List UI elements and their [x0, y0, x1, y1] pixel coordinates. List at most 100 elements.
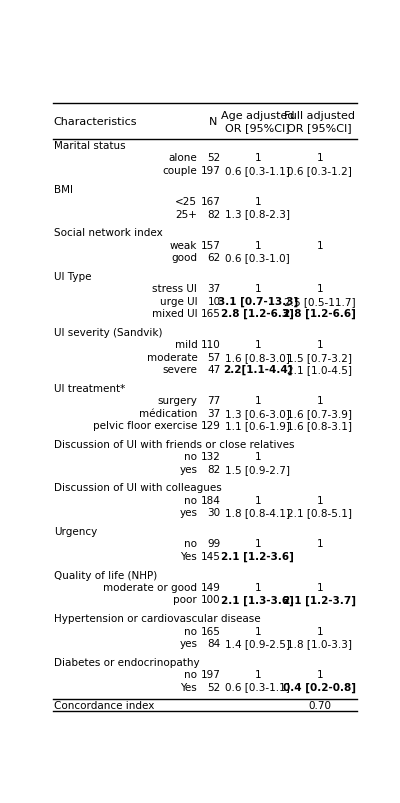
Text: Full adjusted
OR [95%CI]: Full adjusted OR [95%CI]: [284, 111, 355, 133]
Text: 57: 57: [207, 353, 220, 362]
Text: yes: yes: [179, 638, 197, 648]
Text: 2.1 [0.8-5.1]: 2.1 [0.8-5.1]: [287, 507, 352, 518]
Text: 25+: 25+: [175, 210, 197, 219]
Text: 10: 10: [207, 296, 220, 306]
Text: 99: 99: [207, 539, 220, 548]
Text: médication: médication: [139, 408, 197, 418]
Text: 1.8 [0.8-4.1]: 1.8 [0.8-4.1]: [225, 507, 290, 518]
Text: severe: severe: [162, 365, 197, 375]
Text: 52: 52: [207, 682, 220, 691]
Text: Yes: Yes: [180, 551, 197, 561]
Text: 0.6 [0.3-1.1]: 0.6 [0.3-1.1]: [225, 165, 290, 176]
Text: 77: 77: [207, 396, 220, 406]
Text: alone: alone: [168, 153, 197, 163]
Text: 82: 82: [207, 210, 220, 219]
Text: 157: 157: [201, 240, 220, 251]
Text: 1: 1: [316, 495, 323, 505]
Text: 2.1 [1.2-3.6]: 2.1 [1.2-3.6]: [221, 551, 294, 561]
Text: 1: 1: [254, 626, 261, 636]
Text: 3.1 [0.7-13.3]: 3.1 [0.7-13.3]: [218, 296, 298, 307]
Text: mixed UI: mixed UI: [152, 308, 197, 319]
Text: no: no: [184, 452, 197, 462]
Text: 2.1 [1.3-3.6]: 2.1 [1.3-3.6]: [221, 594, 294, 605]
Text: 1: 1: [254, 582, 261, 593]
Text: Discussion of UI with friends or close relatives: Discussion of UI with friends or close r…: [54, 439, 294, 449]
Text: <25: <25: [175, 197, 197, 207]
Text: BMI: BMI: [54, 185, 73, 194]
Text: 1: 1: [316, 539, 323, 548]
Text: 167: 167: [201, 197, 220, 207]
Text: 1: 1: [254, 669, 261, 679]
Text: 1: 1: [316, 582, 323, 593]
Text: 84: 84: [207, 638, 220, 648]
Text: moderate or good: moderate or good: [103, 582, 197, 593]
Text: 110: 110: [201, 340, 220, 350]
Text: 2.1 [1.2-3.7]: 2.1 [1.2-3.7]: [283, 594, 356, 605]
Text: Discussion of UI with colleagues: Discussion of UI with colleagues: [54, 483, 222, 493]
Text: UI treatment*: UI treatment*: [54, 383, 125, 393]
Text: 0.6 [0.3-1.1]: 0.6 [0.3-1.1]: [225, 682, 290, 691]
Text: Marital status: Marital status: [54, 141, 125, 151]
Text: 145: 145: [201, 551, 220, 561]
Text: pelvic floor exercise: pelvic floor exercise: [93, 421, 197, 430]
Text: 1: 1: [316, 153, 323, 163]
Text: 165: 165: [201, 308, 220, 319]
Text: surgery: surgery: [157, 396, 197, 406]
Text: 1: 1: [316, 396, 323, 406]
Text: no: no: [184, 669, 197, 679]
Text: 149: 149: [201, 582, 220, 593]
Text: 1.5 [0.9-2.7]: 1.5 [0.9-2.7]: [225, 464, 290, 474]
Text: 1: 1: [254, 240, 261, 251]
Text: 82: 82: [207, 464, 220, 474]
Text: Hypertension or cardiovascular disease: Hypertension or cardiovascular disease: [54, 613, 260, 623]
Text: mild: mild: [174, 340, 197, 350]
Text: Urgency: Urgency: [54, 526, 97, 536]
Text: 1.5 [0.7-3.2]: 1.5 [0.7-3.2]: [287, 353, 352, 362]
Text: 1: 1: [316, 240, 323, 251]
Text: 0.6 [0.3-1.2]: 0.6 [0.3-1.2]: [287, 165, 352, 176]
Text: 2.5 [0.5-11.7]: 2.5 [0.5-11.7]: [284, 296, 356, 306]
Text: 47: 47: [207, 365, 220, 375]
Text: 2.1 [1.0-4.5]: 2.1 [1.0-4.5]: [287, 365, 352, 375]
Text: 1: 1: [254, 539, 261, 548]
Text: 1: 1: [254, 153, 261, 163]
Text: good: good: [171, 253, 197, 263]
Text: 30: 30: [207, 507, 220, 518]
Text: 1: 1: [254, 396, 261, 406]
Text: 1: 1: [254, 283, 261, 294]
Text: UI Type: UI Type: [54, 271, 91, 281]
Text: 2.2[1.1-4.4]: 2.2[1.1-4.4]: [223, 365, 292, 375]
Text: 1.6 [0.8-3.0]: 1.6 [0.8-3.0]: [225, 353, 290, 362]
Text: Social network index: Social network index: [54, 228, 162, 238]
Text: 132: 132: [201, 452, 220, 462]
Text: 1: 1: [316, 340, 323, 350]
Text: 1.8 [1.0-3.3]: 1.8 [1.0-3.3]: [287, 638, 352, 648]
Text: 1.3 [0.6-3.0]: 1.3 [0.6-3.0]: [225, 408, 290, 418]
Text: 1.6 [0.8-3.1]: 1.6 [0.8-3.1]: [287, 421, 352, 430]
Text: 1: 1: [254, 452, 261, 462]
Text: 1: 1: [316, 669, 323, 679]
Text: 1.1 [0.6-1.9]: 1.1 [0.6-1.9]: [225, 421, 290, 430]
Text: 1: 1: [254, 340, 261, 350]
Text: weak: weak: [170, 240, 197, 251]
Text: 1: 1: [316, 283, 323, 294]
Text: 2.8 [1.2-6.3]: 2.8 [1.2-6.3]: [221, 308, 294, 319]
Text: 197: 197: [201, 165, 220, 176]
Text: 165: 165: [201, 626, 220, 636]
Text: Age adjusted
OR [95%CI]: Age adjusted OR [95%CI]: [221, 111, 294, 133]
Text: 37: 37: [207, 283, 220, 294]
Text: 52: 52: [207, 153, 220, 163]
Text: 1.4 [0.9-2.5]: 1.4 [0.9-2.5]: [225, 638, 290, 648]
Text: Diabetes or endocrinopathy: Diabetes or endocrinopathy: [54, 657, 199, 666]
Text: 1.3 [0.8-2.3]: 1.3 [0.8-2.3]: [225, 210, 290, 219]
Text: no: no: [184, 495, 197, 505]
Text: yes: yes: [179, 464, 197, 474]
Text: N: N: [208, 116, 217, 127]
Text: 129: 129: [201, 421, 220, 430]
Text: 37: 37: [207, 408, 220, 418]
Text: Characteristics: Characteristics: [54, 116, 137, 127]
Text: 197: 197: [201, 669, 220, 679]
Text: 1: 1: [254, 197, 261, 207]
Text: Yes: Yes: [180, 682, 197, 691]
Text: couple: couple: [162, 165, 197, 176]
